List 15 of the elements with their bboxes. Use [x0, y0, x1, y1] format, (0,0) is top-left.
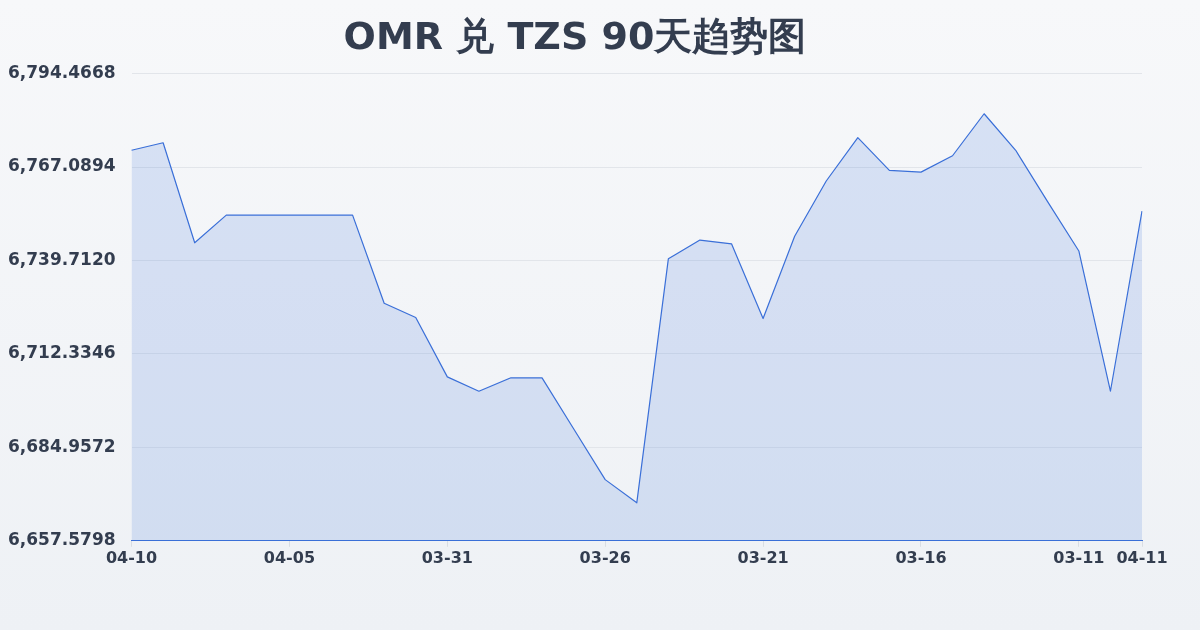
chart-title: OMR 兑 TZS 90天趋势图 — [343, 13, 807, 58]
x-tick-label: 03-21 — [737, 547, 789, 567]
x-tick-label: 03-31 — [421, 547, 473, 567]
x-tick-label: 04-10 — [105, 547, 158, 567]
y-tick-label: 6,794.4668 — [8, 62, 116, 83]
y-tick-label: 6,684.9572 — [8, 435, 116, 456]
x-tick-label: 04-05 — [263, 547, 316, 567]
x-tick-label: 03-16 — [895, 547, 947, 567]
x-tick-label: 04-11 — [1116, 547, 1168, 567]
y-tick-label: 6,657.5798 — [8, 529, 116, 550]
y-tick-label: 6,712.3346 — [8, 342, 116, 363]
x-tick-label: 03-11 — [1053, 547, 1105, 567]
y-tick-label: 6,767.0894 — [8, 155, 116, 176]
x-tick-label: 03-26 — [579, 547, 631, 567]
y-tick-label: 6,739.7120 — [8, 248, 116, 269]
